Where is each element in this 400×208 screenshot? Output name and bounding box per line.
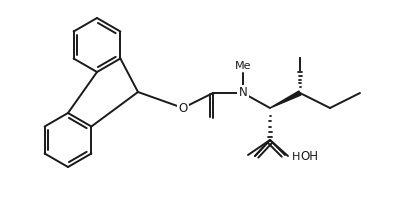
Text: Me: Me [235, 61, 251, 71]
Text: OH: OH [300, 151, 318, 163]
Text: O: O [178, 102, 188, 114]
Text: N: N [239, 87, 247, 99]
Polygon shape [270, 91, 301, 108]
Text: O: O [178, 102, 188, 114]
Text: N: N [239, 87, 247, 99]
Text: H: H [292, 152, 300, 162]
